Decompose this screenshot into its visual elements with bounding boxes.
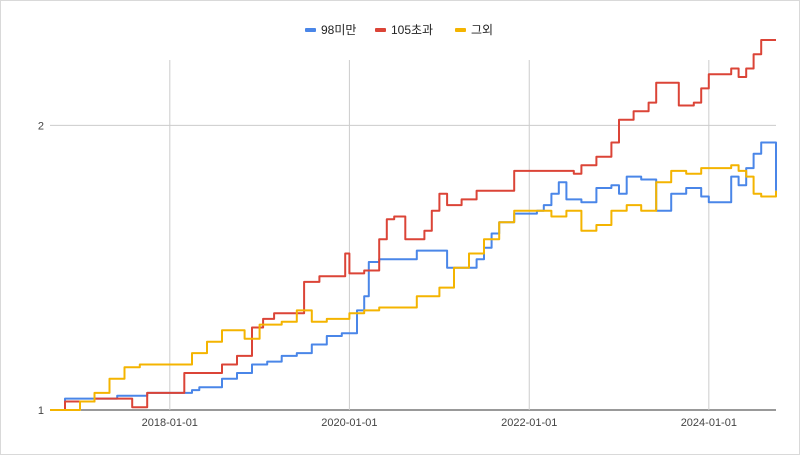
legend-label: 98미만 [321, 23, 356, 37]
y-tick-label: 2 [38, 120, 44, 132]
legend-swatch [305, 28, 316, 32]
legend-label: 그외 [471, 23, 493, 37]
legend-swatch [455, 28, 466, 32]
series-line-2 [50, 39, 776, 411]
axis-layer: 1 2 2018-01-01 2020-01-01 2022-01-01 2024-01-… [38, 120, 737, 429]
x-tick-label: 2022-01-01 [501, 417, 557, 429]
legend: 98미만 105초과 그외 [305, 23, 493, 37]
x-tick-label: 2024-01-01 [681, 417, 737, 429]
legend-label: 105초과 [391, 23, 433, 37]
legend-swatch [375, 28, 386, 32]
x-tick-label: 2018-01-01 [142, 417, 198, 429]
grid-layer [50, 60, 776, 411]
series-line-3 [50, 164, 777, 411]
x-tick-label: 2020-01-01 [321, 417, 377, 429]
series-layer [50, 39, 777, 411]
y-tick-label: 1 [38, 405, 44, 417]
